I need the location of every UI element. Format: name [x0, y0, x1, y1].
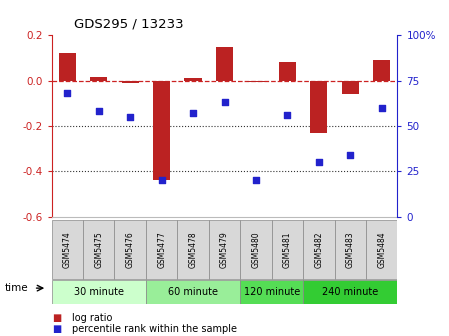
Text: GSM5475: GSM5475 [94, 231, 103, 268]
Bar [146, 280, 240, 304]
Text: ■: ■ [52, 312, 61, 323]
Bar [59, 53, 76, 81]
Point [378, 105, 385, 111]
Text: GSM5476: GSM5476 [126, 231, 135, 268]
Text: GSM5484: GSM5484 [377, 231, 386, 268]
Bar [240, 280, 303, 304]
Bar [335, 220, 366, 279]
Point [252, 178, 260, 183]
Bar [122, 81, 139, 83]
Bar [146, 220, 177, 279]
Bar [52, 280, 146, 304]
Point [221, 100, 228, 105]
Text: 30 minute: 30 minute [74, 287, 124, 297]
Bar [366, 220, 397, 279]
Bar [153, 81, 170, 180]
Text: GSM5474: GSM5474 [63, 231, 72, 268]
Text: GSM5483: GSM5483 [346, 231, 355, 268]
Point [315, 160, 322, 165]
Point [347, 152, 354, 158]
Point [127, 114, 134, 120]
Bar [83, 220, 114, 279]
Text: 240 minute: 240 minute [322, 287, 379, 297]
Text: GSM5477: GSM5477 [157, 231, 166, 268]
Point [284, 113, 291, 118]
Bar [373, 60, 390, 81]
Bar [52, 220, 83, 279]
Bar [114, 220, 146, 279]
Bar [216, 47, 233, 81]
Point [189, 111, 197, 116]
Bar [342, 81, 359, 94]
Text: GSM5480: GSM5480 [251, 231, 260, 268]
Bar [279, 62, 296, 81]
Text: GSM5481: GSM5481 [283, 231, 292, 268]
Bar [240, 220, 272, 279]
Bar [310, 81, 327, 133]
Text: ■: ■ [52, 324, 61, 334]
Bar [177, 220, 209, 279]
Text: log ratio: log ratio [72, 312, 112, 323]
Text: GDS295 / 13233: GDS295 / 13233 [74, 17, 184, 30]
Bar [272, 220, 303, 279]
Text: 60 minute: 60 minute [168, 287, 218, 297]
Text: 120 minute: 120 minute [243, 287, 300, 297]
Text: GSM5478: GSM5478 [189, 231, 198, 268]
Point [158, 178, 165, 183]
Bar [185, 78, 202, 81]
Bar [303, 280, 397, 304]
Text: GSM5482: GSM5482 [314, 231, 323, 268]
Bar [303, 220, 335, 279]
Text: time: time [4, 283, 28, 293]
Text: percentile rank within the sample: percentile rank within the sample [72, 324, 237, 334]
Bar [209, 220, 240, 279]
Point [95, 109, 102, 114]
Bar [247, 81, 264, 82]
Bar [90, 77, 107, 81]
Point [64, 91, 71, 96]
Text: GSM5479: GSM5479 [220, 231, 229, 268]
